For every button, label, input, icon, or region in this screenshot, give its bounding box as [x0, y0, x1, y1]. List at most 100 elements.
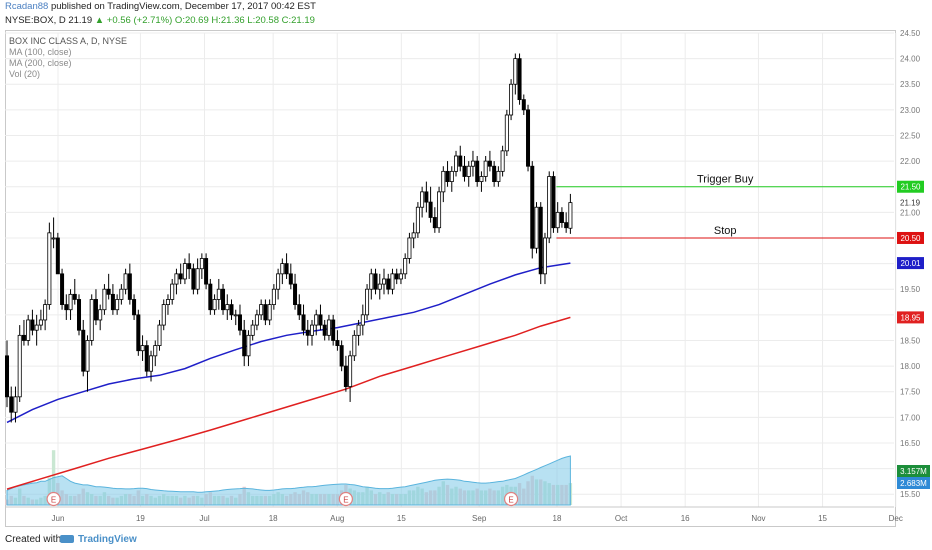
candle-body: [182, 263, 187, 280]
candle-body: [178, 273, 183, 280]
earnings-marker-icon: [46, 491, 61, 507]
candle-body: [394, 273, 399, 280]
candle-body: [521, 99, 526, 111]
candle-body: [479, 176, 484, 183]
candle-body: [551, 176, 556, 229]
price-label-text: 21.50: [900, 183, 921, 192]
candle-body: [301, 314, 306, 331]
y-axis-tick-label: 18.00: [900, 362, 921, 371]
candle-body: [132, 299, 137, 316]
y-axis-tick-label: 23.00: [900, 106, 921, 115]
candle-body: [115, 299, 120, 311]
candle-body: [517, 58, 522, 101]
candle-body: [60, 273, 65, 305]
y-axis-tick-label: 23.50: [900, 80, 921, 89]
annotation-label: Trigger Buy: [697, 174, 754, 186]
price-label-box: [897, 231, 924, 244]
y-axis-tick-label: 24.00: [900, 55, 921, 64]
candle-body: [432, 217, 437, 229]
candle-body: [9, 396, 14, 413]
candle-body: [559, 211, 564, 223]
candle-body: [314, 314, 319, 326]
x-axis-tick-label: Oct: [615, 514, 628, 523]
candle-body: [13, 396, 18, 413]
candle-body: [72, 293, 77, 300]
candle-body: [475, 160, 480, 183]
candle-body: [293, 283, 298, 305]
price-label-box: [897, 180, 924, 193]
candle-body: [449, 170, 454, 183]
candle-body: [564, 222, 569, 229]
price-label-text: 20.50: [900, 234, 921, 243]
earnings-marker-label: E: [508, 496, 513, 505]
candle-body: [191, 268, 196, 290]
x-axis-tick-label: 19: [136, 514, 145, 523]
tradingview-brand[interactable]: TradingView: [78, 534, 137, 545]
candle-body: [568, 202, 573, 229]
price-label-box: [897, 311, 924, 324]
candle-body: [110, 293, 115, 311]
candle-body: [68, 293, 73, 311]
candle-body: [318, 314, 323, 326]
volume-label-box: [897, 465, 930, 477]
y-axis-tick-label: 16.50: [900, 439, 921, 448]
candle-body: [98, 309, 103, 321]
candle-body: [373, 273, 378, 290]
price-label-box: [897, 257, 924, 270]
x-axis-tick-label: Aug: [330, 514, 344, 523]
y-axis-tick-label: 22.50: [900, 131, 921, 140]
candle-body: [250, 324, 255, 336]
candle-body: [55, 237, 60, 275]
x-axis-tick-label: 18: [269, 514, 278, 523]
candle-body: [43, 304, 48, 321]
x-axis-tick-label: 15: [397, 514, 406, 523]
candle-body: [204, 258, 209, 285]
candle-body: [534, 206, 539, 249]
candle-body: [208, 283, 213, 311]
candle-body: [263, 304, 268, 321]
last-price-label: 21.19: [900, 199, 921, 208]
candle-body: [246, 334, 251, 357]
candle-body: [483, 160, 488, 177]
x-axis-tick-label: Sep: [472, 514, 487, 523]
candle-body: [136, 314, 141, 352]
footer: Created with TradingView: [0, 530, 932, 550]
x-axis-tick-label: Jun: [52, 514, 65, 523]
symbol-quote: NYSE:BOX, D 21.19: [5, 15, 95, 26]
legend-volume[interactable]: Vol (20): [9, 69, 41, 79]
created-with-label: Created with: [5, 534, 62, 545]
candle-body: [5, 355, 10, 398]
legend-symbol: BOX INC CLASS A, D, NYSE: [9, 36, 128, 46]
candle-body: [348, 355, 353, 387]
y-axis-tick-label: 24.50: [900, 29, 921, 38]
candle-body: [441, 170, 446, 193]
candle-body: [335, 340, 340, 346]
candle-body: [77, 299, 82, 331]
price-change: ▲ +0.56 (+2.71%): [94, 15, 173, 26]
candle-body: [547, 176, 552, 239]
earnings-marker-label: E: [51, 496, 56, 505]
volume-label-text: 2.683M: [900, 479, 927, 488]
candle-body: [339, 345, 344, 367]
candle-body: [225, 304, 230, 311]
candle-body: [331, 319, 336, 341]
candle-body: [271, 288, 276, 305]
volume-label-text: 3.157M: [900, 467, 927, 476]
candle-body: [352, 334, 357, 357]
candle-body: [437, 191, 442, 229]
x-axis-tick-label: 15: [818, 514, 827, 523]
candle-body: [212, 299, 217, 311]
quote-line: NYSE:BOX, D 21.19 ▲ +0.56 (+2.71%) O:20.…: [5, 14, 315, 28]
candle-body: [221, 288, 226, 311]
candle-body: [390, 273, 395, 290]
author-link[interactable]: Rcadan88: [5, 1, 49, 12]
candle-body: [513, 58, 518, 85]
legend-ma200[interactable]: MA (200, close): [9, 58, 72, 68]
legend-ma100[interactable]: MA (100, close): [9, 47, 72, 57]
candle-body: [284, 263, 289, 275]
candle-body: [424, 191, 429, 203]
candle-body: [309, 324, 314, 336]
candle-body: [170, 283, 175, 300]
candle-body: [487, 160, 492, 167]
